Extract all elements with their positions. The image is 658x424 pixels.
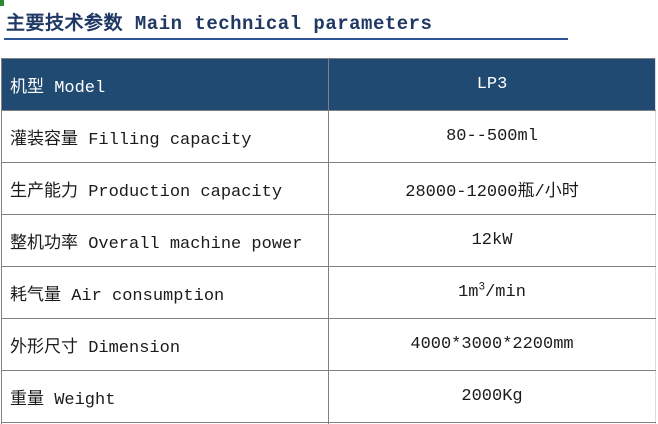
table-row: 整机功率 Overall machine power 12kW xyxy=(1,214,656,267)
table-row-partial xyxy=(1,422,656,424)
row-value-filling-capacity: 80--500ml xyxy=(328,110,656,163)
row-label-production-capacity: 生产能力 Production capacity xyxy=(1,162,329,215)
row-label-machine-power: 整机功率 Overall machine power xyxy=(1,214,329,267)
row-value-weight: 2000Kg xyxy=(328,370,656,423)
row-label-air-consumption: 耗气量 Air consumption xyxy=(1,266,329,319)
title-underline: 主要技术参数 Main technical parameters xyxy=(4,8,568,40)
table-row: 耗气量 Air consumption 1m3/min xyxy=(1,266,656,319)
partial-row-right-cell xyxy=(328,422,656,424)
table-header-row: 机型 Model LP3 xyxy=(1,58,656,111)
air-value-rest: /min xyxy=(485,283,526,302)
row-value-production-capacity: 28000-12000瓶/小时 xyxy=(328,162,656,215)
corner-artifact-icon xyxy=(0,0,4,6)
air-value-base: 1m xyxy=(458,283,479,302)
table-row: 外形尺寸 Dimension 4000*3000*2200mm xyxy=(1,318,656,371)
row-value-air-consumption: 1m3/min xyxy=(328,266,656,319)
row-label-dimension: 外形尺寸 Dimension xyxy=(1,318,329,371)
table-row: 灌装容量 Filling capacity 80--500ml xyxy=(1,110,656,163)
page-title: 主要技术参数 Main technical parameters xyxy=(6,13,433,35)
table-row: 生产能力 Production capacity 28000-12000瓶/小时 xyxy=(1,162,656,215)
row-value-machine-power: 12kW xyxy=(328,214,656,267)
row-label-weight: 重量 Weight xyxy=(1,370,329,423)
row-label-filling-capacity: 灌装容量 Filling capacity xyxy=(1,110,329,163)
header-model-value: LP3 xyxy=(328,58,656,111)
parameters-table: 机型 Model LP3 灌装容量 Filling capacity 80--5… xyxy=(1,58,656,424)
row-value-dimension: 4000*3000*2200mm xyxy=(328,318,656,371)
air-value-superscript: 3 xyxy=(478,281,486,294)
header-model-label: 机型 Model xyxy=(1,58,329,111)
table-row: 重量 Weight 2000Kg xyxy=(1,370,656,423)
